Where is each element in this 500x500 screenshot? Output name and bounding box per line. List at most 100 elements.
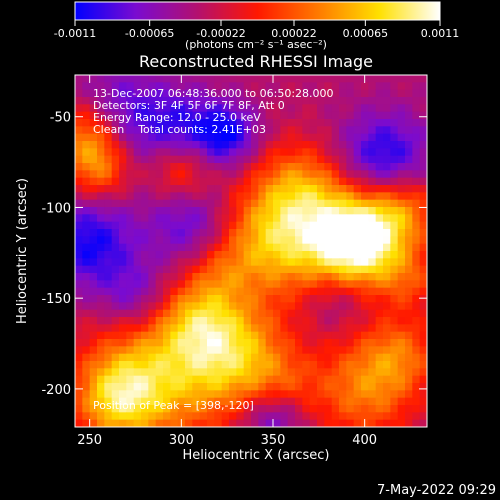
heatmap-cell <box>243 353 252 362</box>
heatmap-cell <box>375 170 384 179</box>
heatmap-cell <box>177 265 186 274</box>
heatmap-cell <box>75 287 83 296</box>
heatmap-cell <box>111 405 120 413</box>
heatmap-cell <box>280 295 289 303</box>
heatmap-cell <box>119 75 127 83</box>
heatmap-cell <box>331 258 340 267</box>
heatmap-cell <box>302 185 311 193</box>
heatmap-cell <box>317 361 325 369</box>
heatmap-cell <box>163 302 171 311</box>
heatmap-cell <box>339 243 347 252</box>
heatmap-cell <box>405 397 413 406</box>
heatmap-cell <box>75 243 83 252</box>
heatmap-cell <box>155 199 164 208</box>
heatmap-cell <box>287 148 296 157</box>
heatmap-cell <box>82 339 91 347</box>
heatmap-cell <box>419 155 428 164</box>
heatmap-cell <box>104 192 113 201</box>
heatmap-cell <box>236 236 245 245</box>
heatmap-cell <box>405 192 413 201</box>
heatmap-cell <box>353 375 362 384</box>
heatmap-cell <box>419 170 428 179</box>
heatmap-cell <box>361 89 369 98</box>
heatmap-cell <box>287 89 296 98</box>
heatmap-cell <box>419 104 428 113</box>
heatmap-cell <box>185 177 193 186</box>
heatmap-cell <box>339 170 347 179</box>
heatmap-cell <box>207 207 215 215</box>
heatmap-cell <box>309 331 318 340</box>
heatmap-cell <box>119 177 127 186</box>
heatmap-cell <box>177 192 186 201</box>
heatmap-cell <box>361 104 369 113</box>
heatmap-cell <box>251 346 259 355</box>
heatmap-cell <box>368 353 377 362</box>
heatmap-cell <box>324 104 333 113</box>
heatmap-cell <box>251 75 259 83</box>
heatmap-cell <box>280 133 289 142</box>
heatmap-cell <box>353 383 362 391</box>
heatmap-cell <box>141 119 149 127</box>
heatmap-cell <box>207 214 215 223</box>
heatmap-cell <box>331 89 340 98</box>
heatmap-cell <box>214 75 223 83</box>
heatmap-cell <box>89 177 98 186</box>
heatmap-cell <box>163 199 171 208</box>
heatmap-cell <box>243 368 252 377</box>
heatmap-cell <box>236 207 245 215</box>
heatmap-cell <box>207 229 215 237</box>
heatmap-cell <box>192 119 201 127</box>
heatmap-cell <box>155 89 164 98</box>
heatmap-cell <box>82 383 91 391</box>
heatmap-cell <box>97 419 105 428</box>
heatmap-cell <box>331 75 340 83</box>
heatmap-cell <box>221 324 230 333</box>
heatmap-cell <box>419 192 428 201</box>
heatmap-cell <box>221 383 230 391</box>
heatmap-cell <box>383 155 391 164</box>
heatmap-cell <box>229 251 237 259</box>
heatmap-cell <box>236 295 245 303</box>
heatmap-cell <box>133 265 142 274</box>
heatmap-cell <box>324 177 333 186</box>
heatmap-cell <box>82 287 91 296</box>
heatmap-cell <box>295 185 303 193</box>
heatmap-cell <box>214 295 223 303</box>
heatmap-cell <box>97 353 105 362</box>
heatmap-cell <box>207 412 215 421</box>
heatmap-cell <box>89 75 98 83</box>
heatmap-cell <box>287 412 296 421</box>
heatmap-cell <box>397 185 406 193</box>
heatmap-cell <box>243 111 252 120</box>
heatmap-cell <box>221 251 230 259</box>
heatmap-cell <box>405 236 413 245</box>
heatmap-cell <box>368 119 377 127</box>
heatmap-cell <box>148 273 157 281</box>
heatmap-cell <box>148 148 157 157</box>
heatmap-cell <box>346 302 355 311</box>
heatmap-cell <box>302 375 311 384</box>
heatmap-cell <box>353 368 362 377</box>
heatmap-cell <box>199 243 208 252</box>
heatmap-cell <box>148 214 157 223</box>
heatmap-cell <box>390 155 399 164</box>
heatmap-cell <box>185 192 193 201</box>
heatmap-cell <box>192 214 201 223</box>
heatmap-cell <box>273 221 281 230</box>
heatmap-cell <box>324 295 333 303</box>
heatmap-cell <box>302 119 311 127</box>
heatmap-cell <box>368 104 377 113</box>
heatmap-cell <box>133 185 142 193</box>
heatmap-cell <box>361 368 369 377</box>
heatmap-cell <box>199 119 208 127</box>
heatmap-cell <box>104 390 113 399</box>
heatmap-cell <box>273 155 281 164</box>
heatmap-cell <box>177 346 186 355</box>
heatmap-cell <box>163 368 171 377</box>
heatmap-cell <box>353 192 362 201</box>
heatmap-cell <box>199 236 208 245</box>
heatmap-cell <box>97 295 105 303</box>
heatmap-cell <box>383 163 391 171</box>
heatmap-cell <box>258 221 267 230</box>
heatmap-cell <box>89 82 98 91</box>
